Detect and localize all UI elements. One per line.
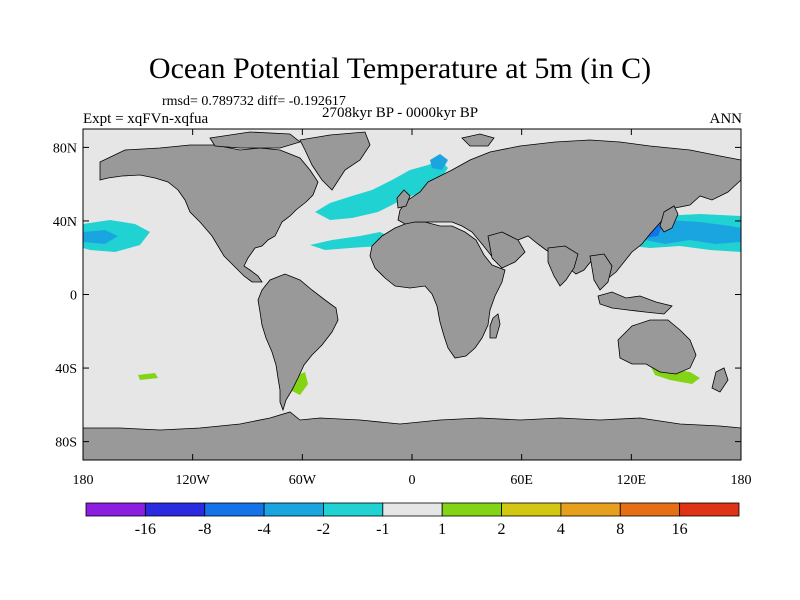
land-british-isles xyxy=(396,189,411,209)
colorbar: -16 -8 -4 -2 -1 1 2 4 8 16 xyxy=(85,502,740,538)
colorbar-swatch xyxy=(560,502,621,517)
colorbar-label: -2 xyxy=(317,521,330,538)
lon-tick-label: 120E xyxy=(617,473,647,488)
period-label: 2708kyr BP - 0000kyr BP xyxy=(322,105,479,121)
colorbar-label: 16 xyxy=(672,521,688,538)
lat-tick-label: 40S xyxy=(55,362,77,377)
anomaly-nordic xyxy=(430,154,448,170)
land-eurasia xyxy=(397,139,741,281)
land-south-america xyxy=(257,273,339,412)
colorbar-swatch xyxy=(619,502,681,517)
season-label: ANN xyxy=(709,111,743,127)
lon-tick-label: 180 xyxy=(73,473,94,488)
colorbar-swatch xyxy=(85,502,146,517)
land-arctic-islands xyxy=(209,131,301,149)
land-australia xyxy=(617,319,697,375)
anomaly-pacific-west-core xyxy=(83,230,118,244)
land-antarctica xyxy=(83,411,741,460)
map-layers xyxy=(83,131,741,460)
colorbar-swatch xyxy=(204,502,265,517)
colorbar-swatch xyxy=(679,502,740,517)
lat-tick-label: 40N xyxy=(53,215,77,230)
lat-tick-label: 80N xyxy=(53,141,77,156)
experiment-label: Expt = xqFVn-xqfua xyxy=(83,111,209,127)
colorbar-label: -8 xyxy=(198,521,211,538)
colorbar-label: -16 xyxy=(135,521,156,538)
colorbar-swatch xyxy=(382,502,443,517)
land-layer xyxy=(83,131,741,460)
lat-tick-label: 80S xyxy=(55,436,77,451)
colorbar-label: -1 xyxy=(376,521,389,538)
anomaly-north-atlantic-arm xyxy=(310,232,392,250)
land-indonesia xyxy=(597,291,673,315)
colorbar-label: 4 xyxy=(557,521,565,538)
colorbar-label: 2 xyxy=(498,521,506,538)
anomaly-north-atlantic xyxy=(315,160,448,220)
land-greenland xyxy=(299,131,371,191)
lat-axis: 80N 40N 0 40S 80S xyxy=(53,141,741,451)
anomaly-south-pacific xyxy=(138,373,158,380)
lon-tick-label: 60W xyxy=(289,473,317,488)
lon-tick-label: 120W xyxy=(176,473,211,488)
colorbar-swatch xyxy=(144,502,206,517)
colorbar-label: 1 xyxy=(438,521,446,538)
lon-tick-label: 0 xyxy=(409,473,416,488)
lon-tick-label: 180 xyxy=(731,473,752,488)
stats-text: rmsd= 0.789732 diff= -0.192617 xyxy=(162,94,346,109)
colorbar-label: 8 xyxy=(616,521,624,538)
colorbar-swatch xyxy=(441,502,502,517)
colorbar-swatch xyxy=(501,502,562,517)
lon-axis: 180 120W 60W 0 60E 120E 180 xyxy=(73,129,752,488)
land-japan xyxy=(659,205,679,233)
lat-tick-label: 0 xyxy=(70,289,77,304)
colorbar-label: -4 xyxy=(257,521,270,538)
land-india xyxy=(547,245,579,287)
colorbar-swatch xyxy=(263,502,324,517)
land-new-zealand xyxy=(711,367,729,393)
lon-tick-label: 60E xyxy=(510,473,533,488)
land-arabia xyxy=(487,231,526,269)
plot-title: Ocean Potential Temperature at 5m (in C) xyxy=(148,52,652,85)
land-africa xyxy=(369,221,506,359)
land-svalbard xyxy=(461,133,495,147)
land-north-america xyxy=(99,144,319,283)
land-southeast-asia xyxy=(589,253,613,291)
colorbar-swatch xyxy=(323,502,384,517)
land-madagascar xyxy=(489,313,501,339)
